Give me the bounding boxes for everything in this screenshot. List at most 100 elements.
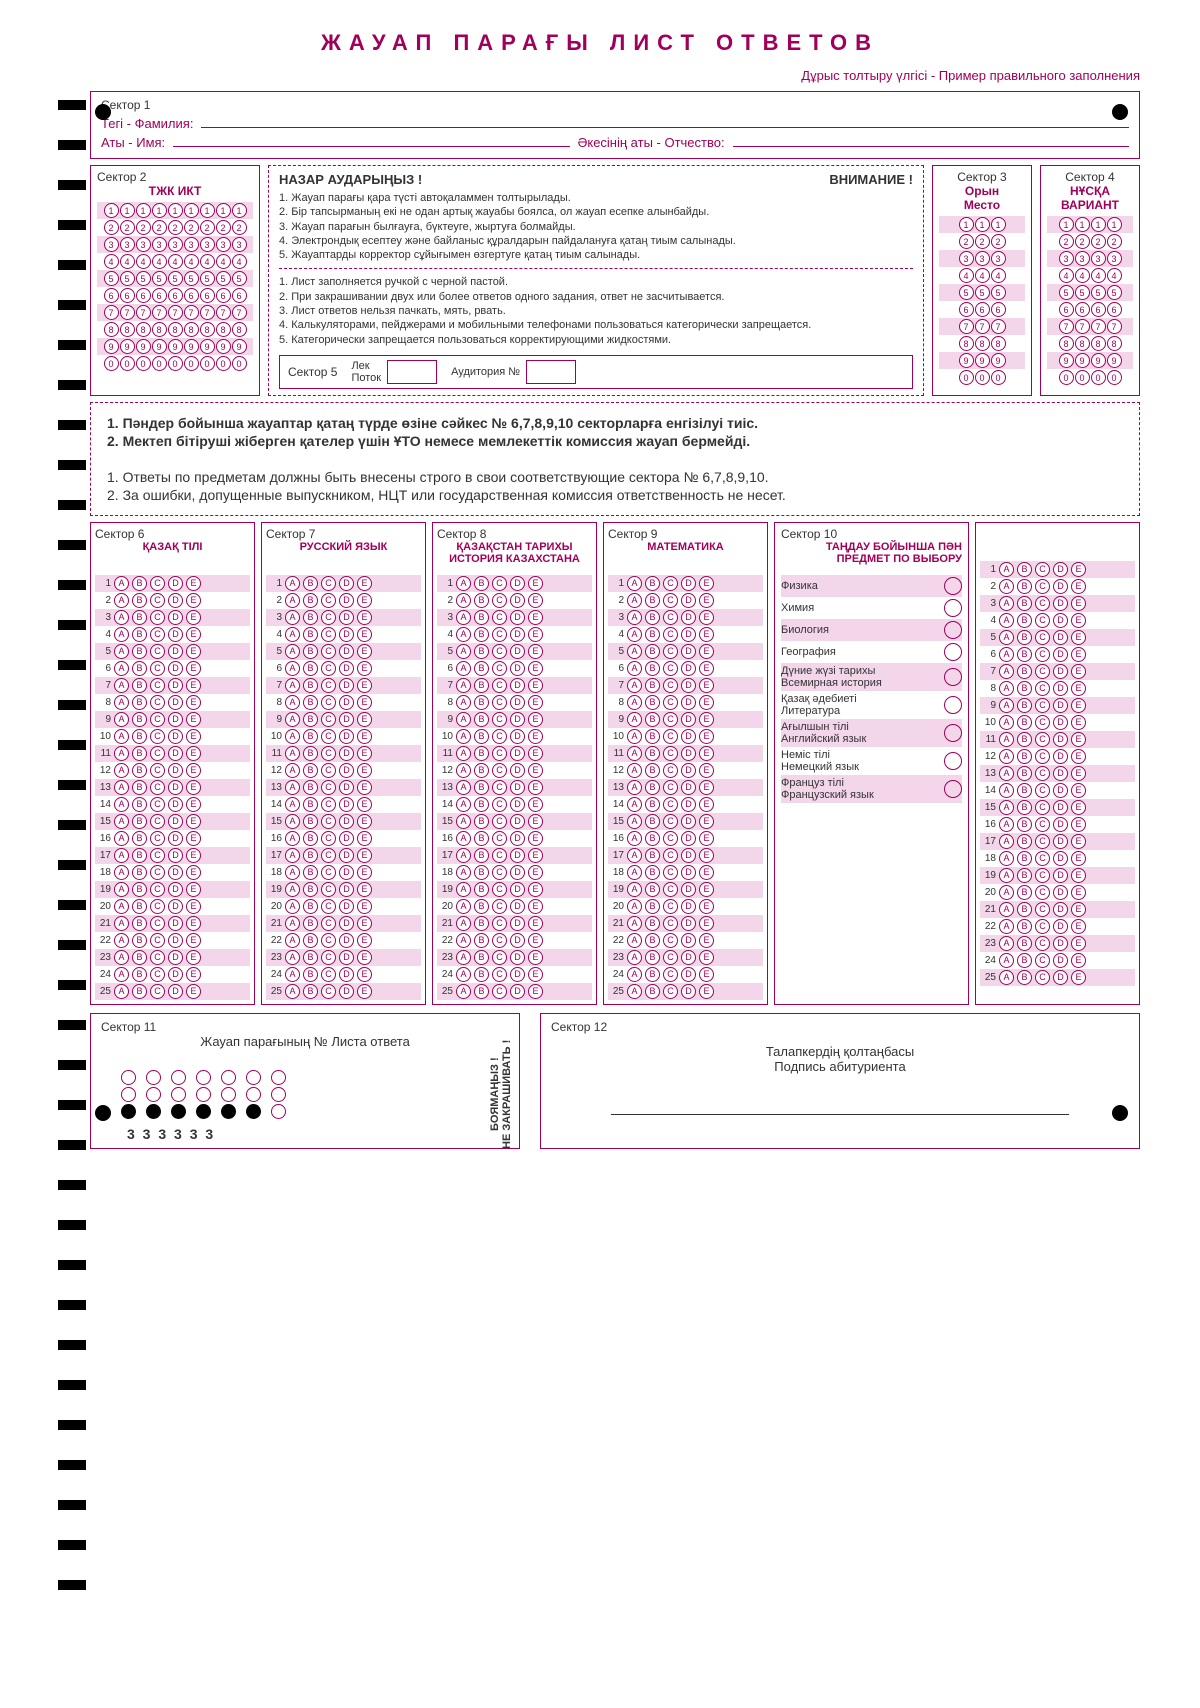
answer-bubble[interactable]: C	[321, 984, 336, 999]
bubble[interactable]: 8	[975, 336, 990, 351]
answer-bubble[interactable]: C	[321, 712, 336, 727]
answer-bubble[interactable]: A	[627, 763, 642, 778]
answer-bubble[interactable]: A	[114, 848, 129, 863]
answer-bubble[interactable]: C	[321, 661, 336, 676]
answer-bubble[interactable]: B	[132, 780, 147, 795]
bubble[interactable]: 1	[184, 203, 199, 218]
bubble[interactable]: 4	[104, 254, 119, 269]
answer-bubble[interactable]: D	[339, 627, 354, 642]
answer-bubble[interactable]: C	[321, 814, 336, 829]
answer-bubble[interactable]: E	[699, 814, 714, 829]
answer-bubble[interactable]: E	[1071, 715, 1086, 730]
answer-bubble[interactable]: A	[456, 678, 471, 693]
answer-bubble[interactable]: D	[1053, 953, 1068, 968]
answer-bubble[interactable]: B	[303, 695, 318, 710]
answer-bubble[interactable]: C	[492, 576, 507, 591]
bubble[interactable]: 8	[136, 322, 151, 337]
bubble[interactable]: 8	[1075, 336, 1090, 351]
answer-bubble[interactable]: B	[132, 950, 147, 965]
answer-bubble[interactable]: A	[285, 831, 300, 846]
choice-bubble[interactable]	[944, 643, 962, 661]
answer-bubble[interactable]: B	[474, 933, 489, 948]
answer-bubble[interactable]: A	[114, 933, 129, 948]
answer-bubble[interactable]: E	[357, 899, 372, 914]
bubble[interactable]: 7	[136, 305, 151, 320]
bubble[interactable]: 7	[1059, 319, 1074, 334]
answer-bubble[interactable]: B	[474, 695, 489, 710]
bubble[interactable]: 8	[120, 322, 135, 337]
answer-bubble[interactable]: C	[150, 831, 165, 846]
bubble[interactable]: 5	[216, 271, 231, 286]
answer-bubble[interactable]: E	[699, 899, 714, 914]
answer-bubble[interactable]: C	[321, 865, 336, 880]
answer-bubble[interactable]: E	[186, 933, 201, 948]
answer-bubble[interactable]: C	[492, 848, 507, 863]
answer-bubble[interactable]: D	[1053, 783, 1068, 798]
answer-bubble[interactable]: A	[627, 831, 642, 846]
bubble[interactable]: 9	[168, 339, 183, 354]
answer-bubble[interactable]: E	[357, 797, 372, 812]
bubble[interactable]: 7	[168, 305, 183, 320]
answer-bubble[interactable]: C	[1035, 630, 1050, 645]
answer-bubble[interactable]: B	[1017, 596, 1032, 611]
answer-bubble[interactable]: C	[150, 729, 165, 744]
answer-bubble[interactable]: C	[150, 610, 165, 625]
answer-bubble[interactable]: B	[645, 984, 660, 999]
answer-bubble[interactable]: A	[285, 746, 300, 761]
answer-bubble[interactable]: B	[303, 593, 318, 608]
bubble[interactable]: 3	[120, 237, 135, 252]
answer-bubble[interactable]: A	[999, 579, 1014, 594]
bubble[interactable]: 1	[1091, 217, 1106, 232]
answer-bubble[interactable]: C	[321, 729, 336, 744]
answer-bubble[interactable]: B	[645, 678, 660, 693]
answer-bubble[interactable]: E	[357, 916, 372, 931]
answer-bubble[interactable]: E	[357, 746, 372, 761]
bubble[interactable]: 3	[1059, 251, 1074, 266]
bubble[interactable]: 7	[104, 305, 119, 320]
answer-bubble[interactable]: A	[114, 678, 129, 693]
answer-bubble[interactable]: C	[1035, 919, 1050, 934]
answer-bubble[interactable]: E	[1071, 936, 1086, 951]
answer-bubble[interactable]: A	[999, 698, 1014, 713]
bubble[interactable]: 8	[1107, 336, 1122, 351]
answer-bubble[interactable]: D	[339, 882, 354, 897]
bubble[interactable]: 1	[1059, 217, 1074, 232]
answer-bubble[interactable]: B	[303, 746, 318, 761]
answer-bubble[interactable]: B	[645, 627, 660, 642]
answer-bubble[interactable]: A	[114, 950, 129, 965]
answer-bubble[interactable]: C	[663, 576, 678, 591]
answer-bubble[interactable]: C	[1035, 664, 1050, 679]
answer-bubble[interactable]: D	[1053, 902, 1068, 917]
answer-bubble[interactable]: D	[681, 576, 696, 591]
answer-bubble[interactable]: C	[492, 899, 507, 914]
answer-bubble[interactable]: D	[339, 899, 354, 914]
answer-bubble[interactable]: B	[303, 865, 318, 880]
answer-bubble[interactable]: D	[168, 729, 183, 744]
answer-bubble[interactable]: E	[357, 814, 372, 829]
answer-bubble[interactable]: B	[474, 678, 489, 693]
answer-bubble[interactable]: D	[1053, 681, 1068, 696]
answer-bubble[interactable]: D	[1053, 970, 1068, 985]
bubble[interactable]: 8	[1091, 336, 1106, 351]
answer-bubble[interactable]: D	[681, 712, 696, 727]
bubble[interactable]: 0	[184, 356, 199, 371]
answer-bubble[interactable]: A	[999, 732, 1014, 747]
answer-bubble[interactable]: C	[492, 967, 507, 982]
answer-bubble[interactable]: E	[186, 746, 201, 761]
bubble[interactable]: 2	[959, 234, 974, 249]
answer-bubble[interactable]: C	[150, 984, 165, 999]
answer-bubble[interactable]: B	[1017, 902, 1032, 917]
bubble[interactable]: 4	[152, 254, 167, 269]
answer-bubble[interactable]: B	[474, 746, 489, 761]
bubble[interactable]: 9	[232, 339, 247, 354]
answer-bubble[interactable]: A	[114, 695, 129, 710]
answer-bubble[interactable]: E	[357, 780, 372, 795]
answer-bubble[interactable]: C	[663, 593, 678, 608]
answer-bubble[interactable]: E	[699, 865, 714, 880]
answer-bubble[interactable]: A	[627, 593, 642, 608]
answer-bubble[interactable]: E	[528, 865, 543, 880]
answer-bubble[interactable]: D	[1053, 936, 1068, 951]
answer-bubble[interactable]: D	[168, 831, 183, 846]
answer-bubble[interactable]: E	[699, 695, 714, 710]
answer-bubble[interactable]: B	[645, 576, 660, 591]
